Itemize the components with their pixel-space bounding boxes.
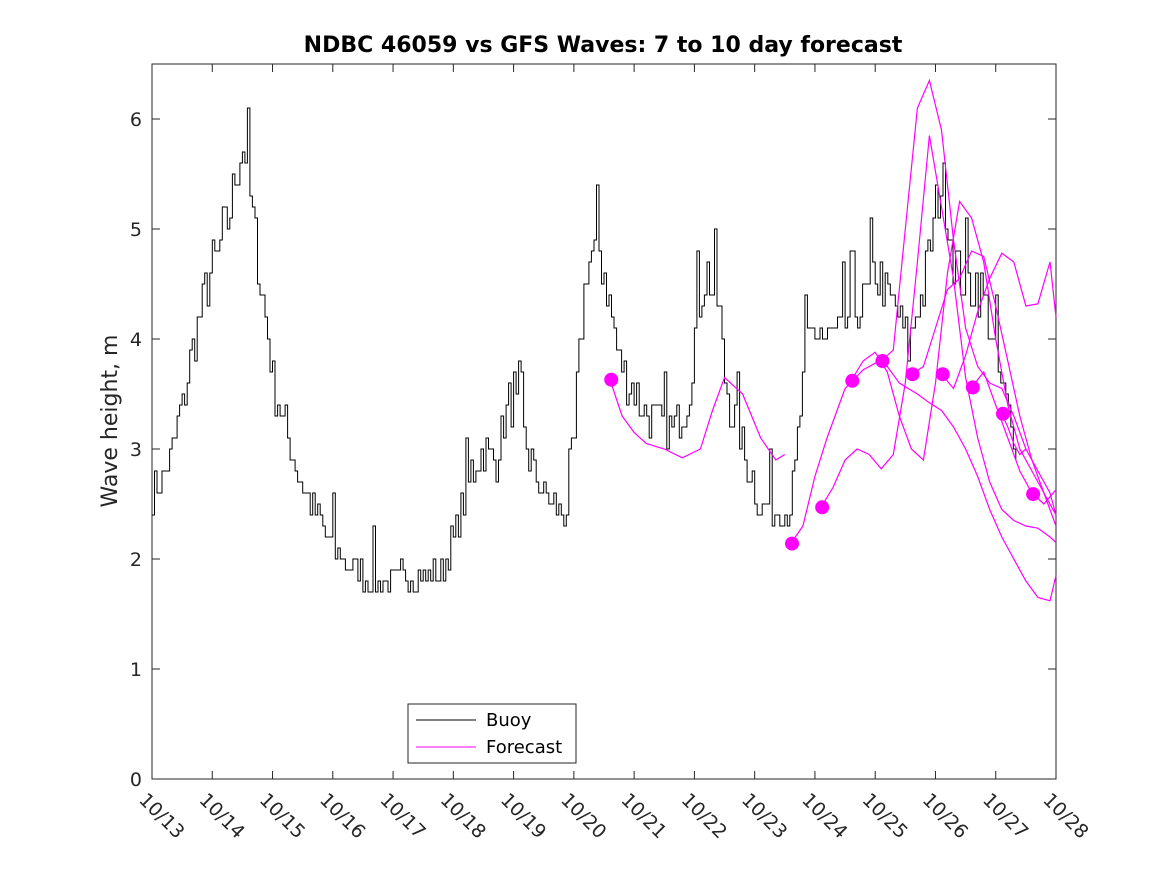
y-tick-label: 2 [130, 549, 142, 571]
y-axis-label: Wave height, m [98, 335, 123, 508]
forecast-line-fc8 [971, 370, 1057, 505]
plot-area [151, 63, 1057, 780]
forecast-marker [1026, 487, 1041, 502]
x-tick-label: 10/24 [797, 789, 851, 843]
forecast-marker [845, 373, 860, 388]
forecast-marker [965, 380, 980, 395]
chart-title: NDBC 46059 vs GFS Waves: 7 to 10 day for… [304, 33, 903, 58]
x-tick-label: 10/20 [556, 789, 610, 843]
x-tick-label: 10/27 [978, 789, 1032, 843]
x-tick-label: 10/13 [134, 789, 188, 843]
x-tick-label: 10/22 [677, 789, 731, 843]
x-tick-label: 10/16 [315, 789, 369, 843]
y-tick-label: 0 [130, 769, 142, 791]
legend: Buoy Forecast [407, 703, 577, 764]
x-tick-label: 10/25 [858, 789, 912, 843]
x-tick-label: 10/19 [496, 789, 550, 843]
legend-forecast-label: Forecast [486, 737, 562, 758]
forecast-line-fc1 [609, 376, 786, 461]
forecast-marker [604, 372, 619, 387]
forecast-markers [604, 354, 1041, 551]
x-tick-label: 10/26 [918, 789, 972, 843]
buoy-series [152, 107, 1017, 593]
legend-box [407, 703, 577, 764]
y-tick-label: 5 [130, 219, 142, 241]
x-tick-label: 10/14 [195, 789, 249, 843]
forecast-marker [815, 500, 830, 515]
forecast-line-fc7 [941, 252, 1057, 390]
y-tick-label: 6 [130, 109, 142, 131]
y-tick-label: 4 [130, 329, 142, 351]
x-tick-label: 10/18 [436, 789, 490, 843]
forecast-marker [905, 367, 920, 382]
forecast-marker [785, 536, 800, 551]
forecast-line-fc9 [1001, 413, 1027, 456]
x-tick-label: 10/28 [1038, 789, 1092, 843]
x-tick-label: 10/17 [376, 789, 430, 843]
forecast-line-fc2 [790, 362, 1057, 602]
buoy-line [152, 107, 1017, 593]
x-tick-label: 10/21 [617, 789, 671, 843]
forecast-marker [875, 354, 890, 368]
forecast-marker [995, 406, 1010, 421]
x-tick-label: 10/23 [737, 789, 791, 843]
forecast-series-group [609, 78, 1057, 602]
forecast-line-fc3 [820, 135, 1057, 543]
x-tick-label: 10/15 [255, 789, 309, 843]
forecast-marker [935, 367, 950, 382]
legend-buoy-label: Buoy [486, 710, 532, 731]
forecast-line-fc6 [911, 250, 1057, 516]
y-tick-label: 3 [130, 439, 142, 461]
y-tick-label: 1 [130, 659, 142, 681]
